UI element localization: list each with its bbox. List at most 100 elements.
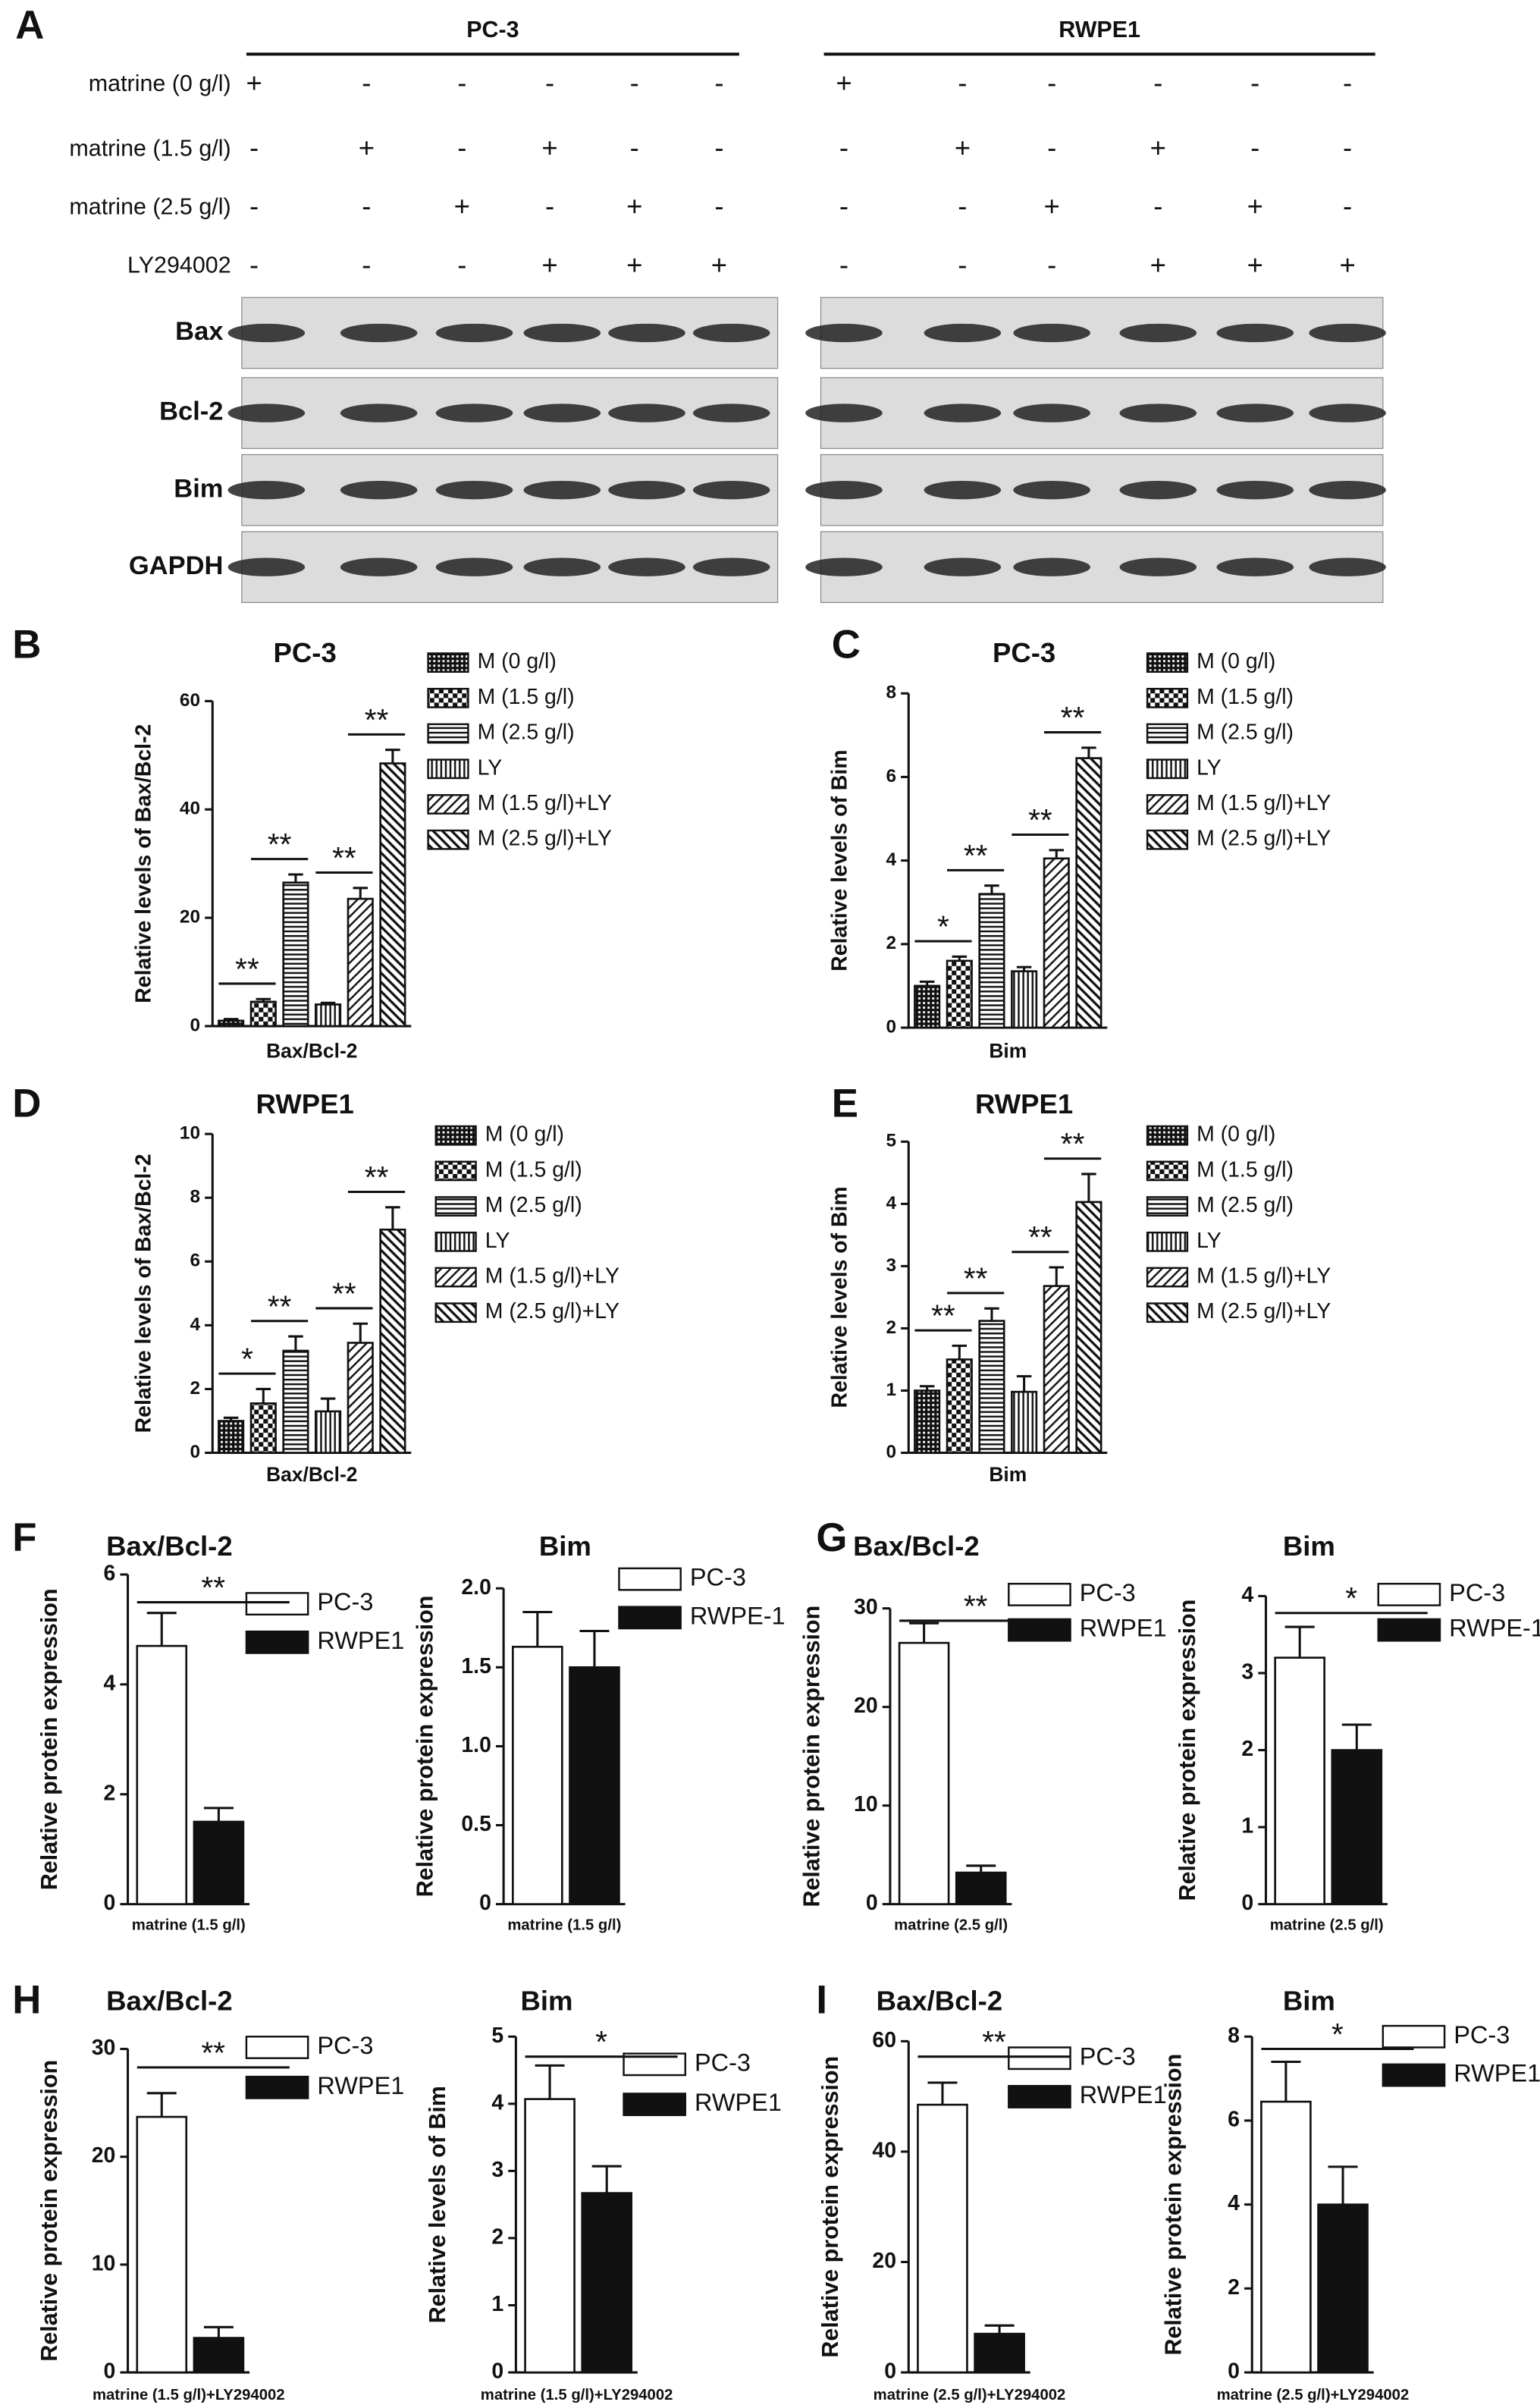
bar <box>1331 1749 1383 1905</box>
error-bar <box>1271 2060 1301 2102</box>
band-label: Bax <box>175 317 223 346</box>
y-tick-label: 8 <box>886 683 896 703</box>
y-tick-label: 2 <box>491 2224 503 2249</box>
blot-band <box>1309 323 1386 343</box>
bar <box>193 1820 245 1905</box>
blot-band <box>435 480 513 500</box>
blot-band <box>1013 403 1090 422</box>
error-bar <box>919 980 935 986</box>
error-bar <box>1049 1266 1065 1286</box>
y-tick-label: 4 <box>886 849 896 870</box>
treatment-sign: - <box>362 68 371 99</box>
significance-label: ** <box>1028 1220 1052 1254</box>
y-tick-label: 40 <box>180 799 200 819</box>
blot-band <box>340 557 418 576</box>
legend-swatch <box>618 1606 682 1630</box>
bar <box>249 1000 277 1028</box>
treatment-sign: - <box>958 249 967 280</box>
legend-label: M (1.5 g/l)+LY <box>1197 791 1331 815</box>
panel-label: C <box>832 622 861 667</box>
legend-label: RWPE1 <box>1080 1615 1167 1642</box>
y-tick-label: 60 <box>872 2028 896 2052</box>
bar <box>581 2192 633 2374</box>
y-tick-label: 1 <box>886 1380 896 1400</box>
bar <box>315 1410 342 1454</box>
panel-label: A <box>15 3 44 48</box>
legend-label: PC-3 <box>1080 1579 1136 1606</box>
y-tick-label: 0 <box>479 1891 491 1915</box>
y-tick-label: 0 <box>491 2359 503 2384</box>
chart-title: Bax/Bcl-2 <box>853 1531 980 1562</box>
blot-band <box>1119 557 1197 576</box>
y-axis-label: Relative levels of Bim <box>827 749 852 971</box>
y-tick-label: 2 <box>190 1378 200 1399</box>
legend-swatch <box>1008 2085 1071 2108</box>
y-axis-label: Relative protein expression <box>1161 2054 1187 2356</box>
error-bar <box>1016 1375 1032 1392</box>
x-tick-label: matrine (2.5 g/l) <box>1270 1917 1384 1933</box>
y-axis-label: Relative levels of Bim <box>425 2086 450 2323</box>
blot-background <box>820 377 1384 449</box>
legend-swatch <box>434 1160 477 1182</box>
error-bar <box>984 2324 1015 2334</box>
chart-title: PC-3 <box>993 637 1055 668</box>
treatment-sign: - <box>1047 68 1056 99</box>
y-tick-label: 0 <box>1228 2359 1240 2384</box>
blot-band <box>805 323 883 343</box>
legend-label: M (2.5 g/l)+LY <box>485 1299 619 1323</box>
blot-band <box>1119 480 1197 500</box>
error-bar <box>1341 1723 1372 1750</box>
treatment-label: LY294002 <box>127 253 231 278</box>
legend-label: M (1.5 g/l)+LY <box>485 1264 619 1289</box>
y-tick-label: 3 <box>1241 1659 1253 1684</box>
error-bar <box>223 1416 239 1421</box>
y-tick-label: 2 <box>104 1781 116 1805</box>
treatment-sign: - <box>839 249 848 280</box>
legend-swatch <box>434 1196 477 1217</box>
y-tick-label: 1.0 <box>461 1733 491 1757</box>
legend-swatch <box>1146 794 1189 815</box>
y-tick-label: 0 <box>190 1442 200 1462</box>
error-bar <box>256 997 271 1002</box>
treatment-sign: - <box>249 190 259 221</box>
y-tick-label: 0.5 <box>461 1812 491 1836</box>
panel-label: G <box>816 1515 847 1560</box>
y-tick-label: 3 <box>886 1255 896 1276</box>
error-bar <box>1081 746 1096 758</box>
y-tick-label: 6 <box>104 1562 116 1586</box>
treatment-sign: - <box>958 68 967 99</box>
blot-band <box>924 403 1002 422</box>
significance-label: ** <box>964 1261 988 1295</box>
significance-label: ** <box>235 951 259 986</box>
legend-swatch <box>1146 652 1189 673</box>
treatment-sign: + <box>711 249 727 280</box>
legend-swatch <box>427 652 469 673</box>
y-tick-label: 0 <box>886 1442 896 1462</box>
band-label: Bim <box>174 474 223 503</box>
significance-label: ** <box>964 1588 988 1623</box>
bar <box>193 2337 245 2374</box>
y-tick-label: 4 <box>1228 2191 1240 2215</box>
significance-label: ** <box>332 1276 356 1311</box>
legend-label: M (1.5 g/l) <box>1197 685 1294 709</box>
y-tick-label: 5 <box>886 1131 896 1151</box>
blot-background <box>820 454 1384 526</box>
y-tick-label: 30 <box>854 1595 878 1619</box>
bar <box>1011 1390 1038 1454</box>
chart-title: Bim <box>1283 1985 1335 2016</box>
legend-swatch <box>1008 1582 1071 1606</box>
bar <box>347 1342 374 1454</box>
treatment-sign: + <box>1247 190 1263 221</box>
legend-label: M (1.5 g/l) <box>1197 1157 1294 1182</box>
legend-swatch <box>1146 723 1189 744</box>
blot-band <box>924 557 1002 576</box>
significance-label: ** <box>332 840 356 875</box>
treatment-sign: - <box>630 68 639 99</box>
y-tick-label: 2 <box>1241 1737 1253 1761</box>
treatment-sign: - <box>714 68 723 99</box>
treatment-sign: + <box>1247 249 1263 280</box>
bar <box>136 1644 188 1905</box>
significance-label: ** <box>1061 700 1085 735</box>
blot-band <box>692 403 770 422</box>
